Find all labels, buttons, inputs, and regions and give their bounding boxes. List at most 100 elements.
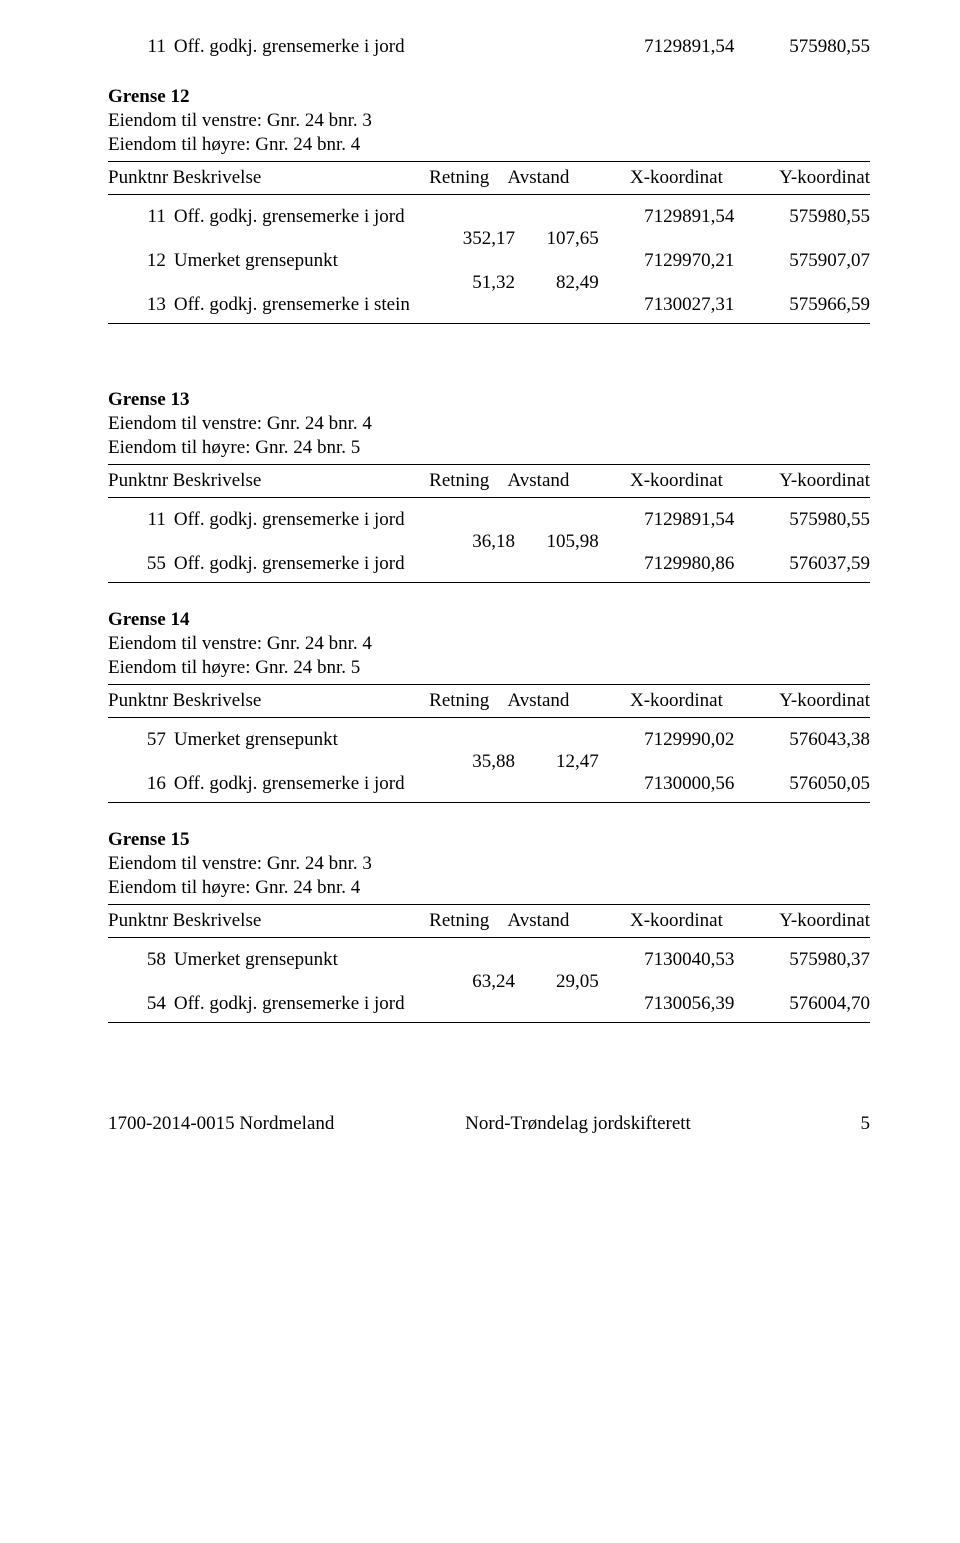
section-venstre: Eiendom til venstre: Gnr. 24 bnr. 3: [108, 853, 870, 875]
header-punktnr: Punktnr: [108, 910, 173, 932]
cell-punktnr: 58: [108, 949, 174, 971]
rule-bottom: [108, 323, 870, 324]
table-body: 11 Off. godkj. grensemerke i jord 712989…: [108, 200, 870, 318]
table-row: 58 Umerket grensepunkt 7130040,53 575980…: [108, 949, 870, 971]
table-header-row: Punktnr Beskrivelse Retning Avstand X-ko…: [108, 470, 870, 492]
section-title: Grense 14: [108, 609, 870, 631]
cell-x: 7129891,54: [599, 206, 735, 228]
cell-y: 575980,37: [734, 949, 870, 971]
header-beskrivelse: Beskrivelse: [173, 690, 430, 712]
header-y: Y-koordinat: [737, 910, 870, 932]
cell-punktnr: 11: [108, 36, 174, 58]
header-y: Y-koordinat: [737, 690, 870, 712]
cell-retning: 35,88: [435, 751, 515, 773]
header-retning: Retning: [429, 470, 507, 492]
cell-avstand: 29,05: [515, 971, 599, 993]
top-data-row: 11 Off. godkj. grensemerke i jord 712989…: [108, 30, 870, 60]
cell-y: 575980,55: [734, 36, 870, 58]
cell-x: 7130027,31: [599, 294, 735, 316]
table-row: 55 Off. godkj. grensemerke i jord 712998…: [108, 553, 870, 575]
cell-beskrivelse: Off. godkj. grensemerke i stein: [174, 294, 435, 316]
cell-beskrivelse: Umerket grensepunkt: [174, 250, 435, 272]
header-beskrivelse: Beskrivelse: [173, 910, 430, 932]
section-venstre: Eiendom til venstre: Gnr. 24 bnr. 3: [108, 110, 870, 132]
cell-beskrivelse: Off. godkj. grensemerke i jord: [174, 206, 435, 228]
header-y: Y-koordinat: [737, 470, 870, 492]
cell-punktnr: 16: [108, 773, 174, 795]
section-hoyre: Eiendom til høyre: Gnr. 24 bnr. 4: [108, 134, 870, 156]
header-x: X-koordinat: [590, 910, 737, 932]
table-header-row: Punktnr Beskrivelse Retning Avstand X-ko…: [108, 167, 870, 189]
cell-punktnr: 12: [108, 250, 174, 272]
cell-punktnr: 57: [108, 729, 174, 751]
table-row: 352,17 107,65: [108, 228, 870, 250]
cell-x: 7129891,54: [599, 36, 735, 58]
footer-mid: Nord-Trøndelag jordskifterett: [388, 1113, 768, 1135]
header-retning: Retning: [429, 690, 507, 712]
cell-x: 7129990,02: [599, 729, 735, 751]
section-hoyre: Eiendom til høyre: Gnr. 24 bnr. 5: [108, 657, 870, 679]
rule-under-header: [108, 717, 870, 718]
cell-punktnr: 11: [108, 206, 174, 228]
header-x: X-koordinat: [590, 470, 737, 492]
table-row: 54 Off. godkj. grensemerke i jord 713005…: [108, 993, 870, 1015]
rule-bottom: [108, 802, 870, 803]
cell-beskrivelse: Off. godkj. grensemerke i jord: [174, 773, 435, 795]
cell-y: 575980,55: [734, 509, 870, 531]
header-y: Y-koordinat: [737, 167, 870, 189]
table-row: 35,88 12,47: [108, 751, 870, 773]
cell-avstand: 107,65: [515, 228, 599, 250]
cell-avstand: 105,98: [515, 531, 599, 553]
header-punktnr: Punktnr: [108, 690, 173, 712]
rule-under-header: [108, 937, 870, 938]
cell-beskrivelse: Off. godkj. grensemerke i jord: [174, 993, 435, 1015]
footer-page-number: 5: [768, 1113, 870, 1135]
cell-x: 7130040,53: [599, 949, 735, 971]
section-title: Grense 15: [108, 829, 870, 851]
cell-y: 575980,55: [734, 206, 870, 228]
header-punktnr: Punktnr: [108, 167, 173, 189]
cell-avstand: 82,49: [515, 272, 599, 294]
cell-y: 576037,59: [734, 553, 870, 575]
cell-x: 7129970,21: [599, 250, 735, 272]
cell-punktnr: 55: [108, 553, 174, 575]
rule-bottom: [108, 582, 870, 583]
cell-avstand: 12,47: [515, 751, 599, 773]
cell-punktnr: 11: [108, 509, 174, 531]
cell-beskrivelse: Umerket grensepunkt: [174, 729, 435, 751]
section-hoyre: Eiendom til høyre: Gnr. 24 bnr. 5: [108, 437, 870, 459]
page-footer: 1700-2014-0015 Nordmeland Nord-Trøndelag…: [108, 1113, 870, 1135]
header-x: X-koordinat: [590, 690, 737, 712]
rule-top: [108, 904, 870, 905]
cell-retning: 36,18: [435, 531, 515, 553]
header-beskrivelse: Beskrivelse: [173, 470, 430, 492]
rule-under-header: [108, 497, 870, 498]
table-row: 16 Off. godkj. grensemerke i jord 713000…: [108, 773, 870, 795]
table-row: 51,32 82,49: [108, 272, 870, 294]
cell-x: 7129891,54: [599, 509, 735, 531]
cell-punktnr: 54: [108, 993, 174, 1015]
section-venstre: Eiendom til venstre: Gnr. 24 bnr. 4: [108, 633, 870, 655]
section-title: Grense 13: [108, 389, 870, 411]
table-body: 57 Umerket grensepunkt 7129990,02 576043…: [108, 723, 870, 797]
header-punktnr: Punktnr: [108, 470, 173, 492]
table-row: 57 Umerket grensepunkt 7129990,02 576043…: [108, 729, 870, 751]
cell-y: 576004,70: [734, 993, 870, 1015]
section-venstre: Eiendom til venstre: Gnr. 24 bnr. 4: [108, 413, 870, 435]
table-header-row: Punktnr Beskrivelse Retning Avstand X-ko…: [108, 910, 870, 932]
footer-left: 1700-2014-0015 Nordmeland: [108, 1113, 388, 1135]
rule-under-header: [108, 194, 870, 195]
cell-retning: 352,17: [435, 228, 515, 250]
header-avstand: Avstand: [507, 910, 589, 932]
table-row: 36,18 105,98: [108, 531, 870, 553]
cell-beskrivelse: Off. godkj. grensemerke i jord: [174, 553, 435, 575]
document-page: 11 Off. godkj. grensemerke i jord 712989…: [0, 0, 960, 1175]
header-x: X-koordinat: [590, 167, 737, 189]
header-retning: Retning: [429, 167, 507, 189]
cell-y: 575907,07: [734, 250, 870, 272]
table-body: 11 Off. godkj. grensemerke i jord 712989…: [108, 503, 870, 577]
header-avstand: Avstand: [507, 470, 589, 492]
cell-beskrivelse: Off. godkj. grensemerke i jord: [174, 36, 435, 58]
rule-top: [108, 161, 870, 162]
header-avstand: Avstand: [507, 690, 589, 712]
